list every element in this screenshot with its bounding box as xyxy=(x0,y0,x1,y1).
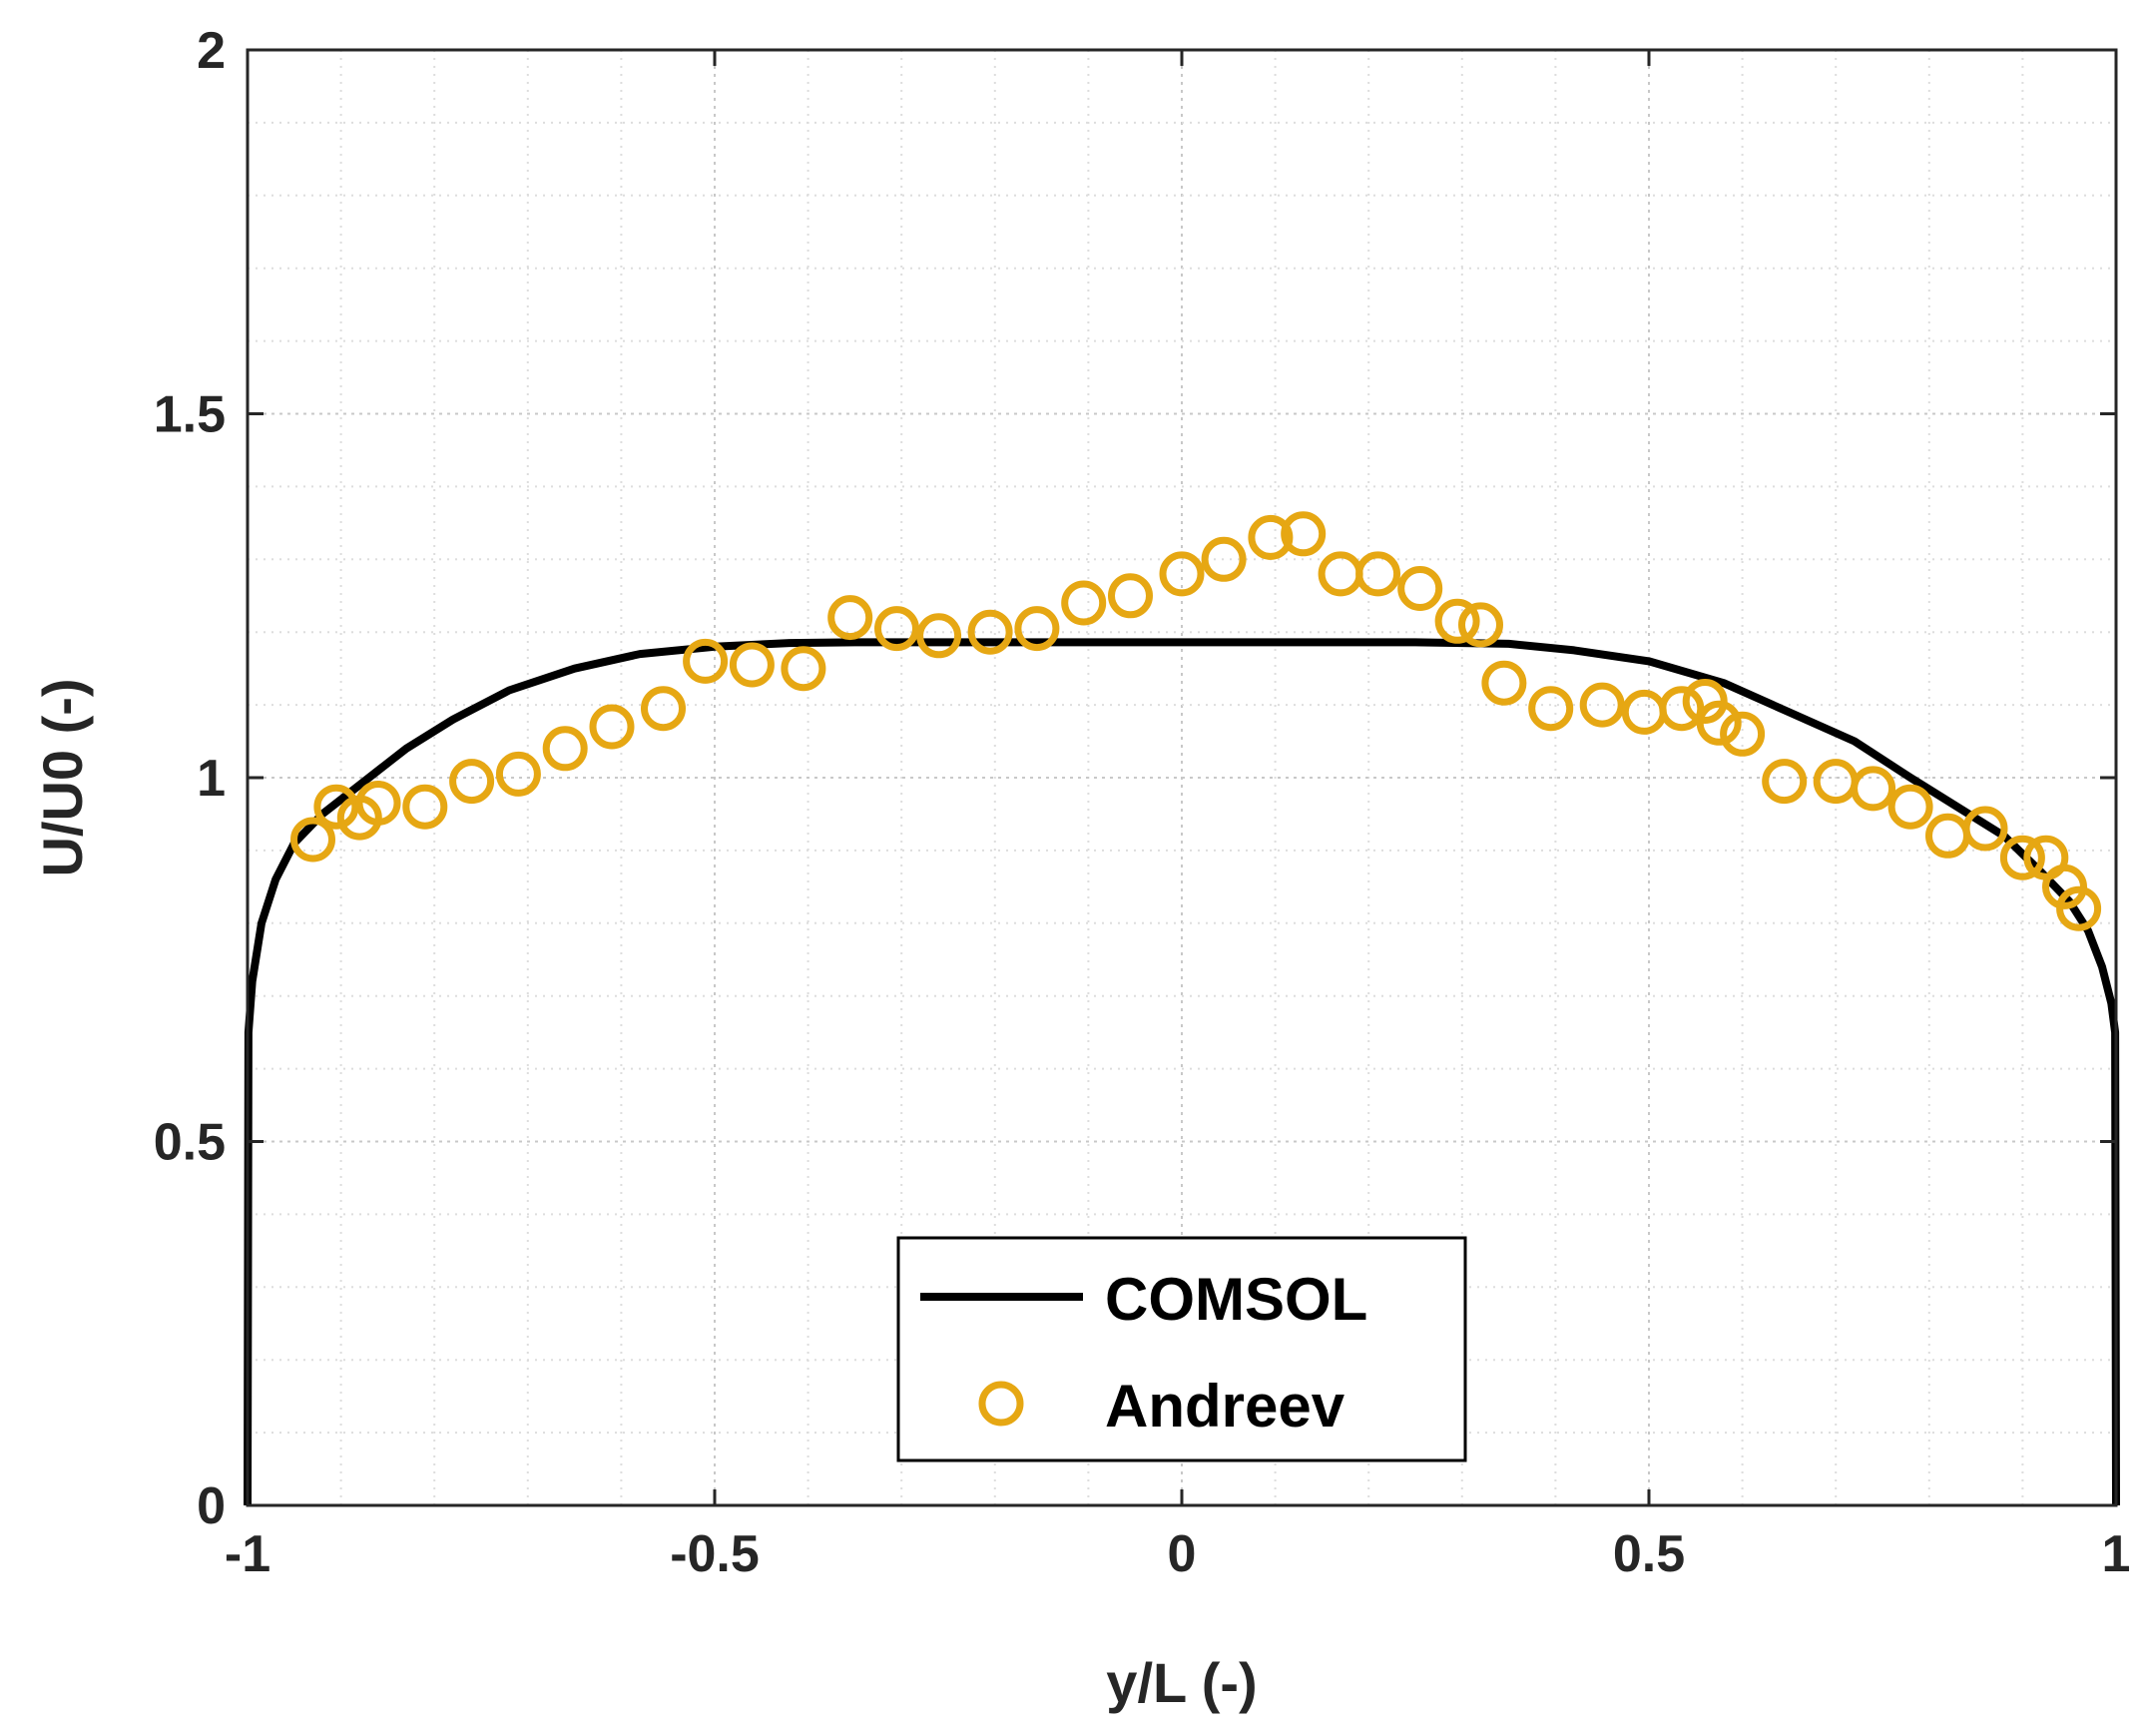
data-point-andreev xyxy=(1108,573,1153,619)
legend: COMSOL Andreev xyxy=(896,1236,1467,1462)
data-point-andreev xyxy=(449,759,495,805)
grid xyxy=(248,50,2116,1505)
data-point-andreev xyxy=(2056,885,2102,931)
y-tick-label: 0.5 xyxy=(154,1114,226,1172)
data-point-andreev xyxy=(1999,835,2045,880)
data-point-andreev xyxy=(1201,536,1247,582)
legend-marker-andreev xyxy=(978,1381,1024,1427)
x-tick-label: 0.5 xyxy=(1613,1525,1685,1583)
data-point-andreev xyxy=(290,817,335,863)
data-point-andreev xyxy=(495,751,541,797)
data-point-andreev xyxy=(1696,700,1742,746)
data-point-andreev xyxy=(1397,566,1443,611)
legend-label-andreev: Andreev xyxy=(1105,1373,1345,1440)
data-point-andreev xyxy=(313,784,359,830)
data-point-andreev xyxy=(1481,660,1527,706)
data-point-andreev xyxy=(967,609,1013,655)
data-point-andreev xyxy=(729,642,775,688)
data-point-andreev xyxy=(1528,686,1574,732)
y-axis-label: U/U0 (-) xyxy=(31,678,94,876)
y-tick-label: 1 xyxy=(197,750,226,808)
data-point-andreev xyxy=(827,595,873,641)
data-point-andreev xyxy=(1579,682,1625,728)
data-point-andreev xyxy=(355,781,401,826)
x-tick-label: -0.5 xyxy=(670,1525,760,1583)
data-point-andreev xyxy=(402,784,448,830)
y-tick-label: 1.5 xyxy=(154,386,226,444)
data-point-andreev xyxy=(781,646,826,692)
data-point-andreev xyxy=(1720,711,1766,757)
data-point-andreev xyxy=(874,606,919,652)
x-tick-label: 0 xyxy=(1168,1525,1197,1583)
data-point-andreev xyxy=(1458,602,1503,648)
x-tick-label: 1 xyxy=(2102,1525,2131,1583)
y-tick-label: 2 xyxy=(197,22,226,80)
data-point-andreev xyxy=(1887,784,1933,830)
data-point-andreev xyxy=(1281,511,1327,557)
data-point-andreev xyxy=(542,726,588,772)
data-point-andreev xyxy=(1159,551,1205,597)
data-point-andreev xyxy=(1355,551,1401,597)
y-tick-label: 0 xyxy=(197,1477,226,1535)
legend-label-comsol: COMSOL xyxy=(1105,1266,1367,1333)
ticks xyxy=(246,48,2118,1507)
data-point-andreev xyxy=(1659,686,1705,732)
data-point-andreev xyxy=(1962,806,2008,852)
data-point-andreev xyxy=(641,686,686,732)
data-point-andreev xyxy=(1061,580,1107,626)
data-point-andreev xyxy=(683,638,729,684)
tick-labels: -1 -0.5 0 0.5 1 0 0.5 1 1.5 2 xyxy=(154,22,2131,1583)
x-tick-label: -1 xyxy=(225,1525,270,1583)
x-axis-label: y/L (-) xyxy=(1106,1651,1257,1714)
data-point-andreev xyxy=(1014,606,1060,652)
data-point-andreev xyxy=(916,613,962,659)
data-point-andreev xyxy=(1434,598,1480,644)
series-layer xyxy=(244,511,2120,1506)
data-point-andreev xyxy=(1248,514,1294,560)
data-point-andreev xyxy=(1851,766,1896,812)
data-point-andreev xyxy=(589,704,635,750)
data-point-andreev xyxy=(1762,759,1808,805)
